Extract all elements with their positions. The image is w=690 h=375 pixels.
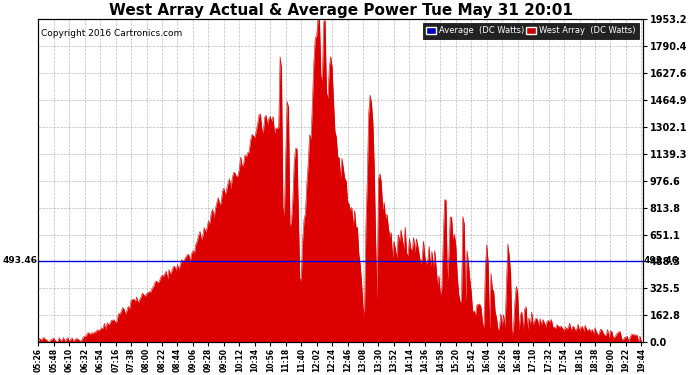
Text: 493.46: 493.46 <box>3 256 38 265</box>
Text: Copyright 2016 Cartronics.com: Copyright 2016 Cartronics.com <box>41 28 183 38</box>
Title: West Array Actual & Average Power Tue May 31 20:01: West Array Actual & Average Power Tue Ma… <box>108 3 573 18</box>
Legend: Average  (DC Watts), West Array  (DC Watts): Average (DC Watts), West Array (DC Watts… <box>423 23 639 39</box>
Text: 493.46: 493.46 <box>643 256 678 265</box>
